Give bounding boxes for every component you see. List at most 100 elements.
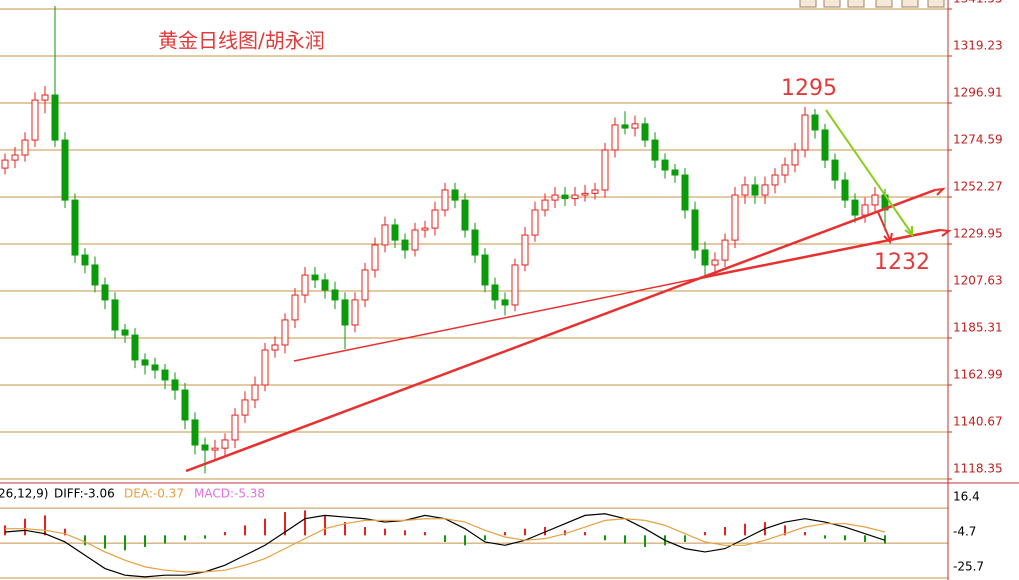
candle-body — [641, 123, 649, 141]
candle-body — [821, 129, 829, 161]
candle-body — [241, 399, 249, 416]
candle-body — [311, 274, 319, 281]
y-tick-label: 1229.95 — [953, 227, 1003, 241]
candle-body — [231, 414, 239, 441]
candle-body — [651, 139, 659, 161]
candle-body — [481, 254, 489, 286]
toolbar-button[interactable] — [927, 0, 945, 8]
candle-body — [841, 179, 849, 201]
y-tick-label: 1118.35 — [953, 462, 1003, 476]
arrow-head — [883, 232, 893, 244]
toolbar-button[interactable] — [847, 0, 865, 8]
candle-body — [801, 114, 809, 151]
chart-title: 黄金日线图/胡永润 — [158, 29, 325, 53]
candle-body — [41, 94, 49, 101]
candle-body — [391, 224, 399, 241]
toolbar — [799, 0, 945, 8]
candle-body — [451, 189, 459, 201]
candle-body — [251, 384, 259, 401]
candle-body — [541, 199, 549, 211]
candle-body — [131, 334, 139, 361]
macd-label: MACD:-5.38 — [194, 487, 265, 501]
candle-body — [581, 192, 589, 196]
y-tick-label: 1274.59 — [953, 132, 1003, 146]
toolbar-button[interactable] — [799, 0, 817, 8]
y-tick-label: 16.4 — [953, 490, 980, 504]
candle-body — [351, 299, 359, 326]
macd-label: DIFF:-3.06 — [54, 487, 115, 501]
candle-body — [221, 439, 229, 449]
candle-body — [291, 294, 299, 321]
candle-body — [521, 234, 529, 266]
y-tick-label: 1140.67 — [953, 415, 1003, 429]
candle-body — [831, 159, 839, 181]
candles — [1, 5, 889, 578]
candle-body — [441, 189, 449, 211]
y-tick-label: -4.7 — [953, 525, 976, 539]
candle-body — [711, 259, 719, 266]
candle-body — [721, 239, 729, 261]
toolbar-button[interactable] — [901, 0, 919, 8]
candle-body — [731, 194, 739, 241]
candle-body — [681, 174, 689, 211]
candle-body — [101, 284, 109, 301]
annotation: 1295 — [781, 76, 837, 101]
candle-body — [691, 209, 699, 251]
y-tick-label: 1341.55 — [953, 0, 1003, 5]
candle-body — [361, 269, 369, 301]
candle-body — [171, 379, 179, 391]
candle-body — [701, 249, 709, 266]
candle-body — [281, 319, 289, 346]
macd-label: DEA:-0.37 — [124, 487, 184, 501]
candle-body — [811, 114, 819, 131]
toolbar-button[interactable] — [823, 0, 841, 8]
candle-body — [401, 239, 409, 251]
candle-body — [561, 194, 569, 200]
y-tick-label: 1162.99 — [953, 368, 1003, 382]
candle-body — [781, 164, 789, 176]
candle-body — [531, 209, 539, 236]
candle-body — [761, 184, 769, 196]
candle-body — [491, 284, 499, 301]
candle-body — [191, 419, 199, 446]
annotation: 1232 — [874, 250, 930, 275]
arrow-head — [934, 187, 946, 196]
candle-body — [71, 199, 79, 256]
candle-body — [871, 194, 879, 206]
candle-body — [31, 99, 39, 141]
candle-body — [751, 184, 759, 196]
candle-body — [661, 159, 669, 171]
candle-body — [601, 149, 609, 191]
candle-body — [321, 279, 329, 291]
candle-body — [111, 299, 119, 331]
projection — [825, 109, 913, 237]
candle-body — [1, 159, 9, 169]
trend-line — [185, 188, 936, 473]
candle-body — [141, 359, 149, 366]
candle-body — [411, 229, 419, 251]
candle-body — [511, 264, 519, 306]
projection-line — [825, 109, 913, 235]
candle-body — [791, 149, 799, 166]
candle-body — [851, 199, 859, 216]
candle-body — [21, 139, 29, 156]
toolbar-button[interactable] — [875, 0, 893, 8]
candle-body — [741, 184, 749, 196]
candle-body — [611, 124, 619, 151]
candle-body — [301, 274, 309, 296]
candle-body — [61, 139, 69, 201]
candle-body — [631, 123, 639, 129]
candle-body — [201, 444, 209, 451]
candle-body — [261, 349, 269, 386]
y-tick-label: 1296.91 — [953, 85, 1003, 99]
candle-body — [181, 389, 189, 421]
y-tick-label: 1252.27 — [953, 179, 1003, 193]
candle-body — [771, 174, 779, 186]
arrow-head — [939, 229, 952, 237]
candle-body — [161, 369, 169, 381]
candle-body — [81, 254, 89, 266]
y-tick-label: 1185.31 — [953, 321, 1003, 335]
y-tick-label: 1319.23 — [953, 38, 1003, 52]
